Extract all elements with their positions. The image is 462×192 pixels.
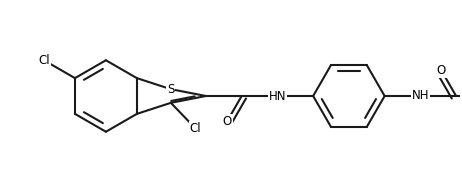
Text: O: O — [222, 115, 231, 128]
Text: S: S — [167, 83, 175, 96]
Text: NH: NH — [412, 89, 429, 103]
Text: Cl: Cl — [190, 122, 201, 135]
Text: HN: HN — [269, 89, 286, 103]
Text: Cl: Cl — [38, 54, 50, 67]
Text: O: O — [437, 64, 446, 77]
